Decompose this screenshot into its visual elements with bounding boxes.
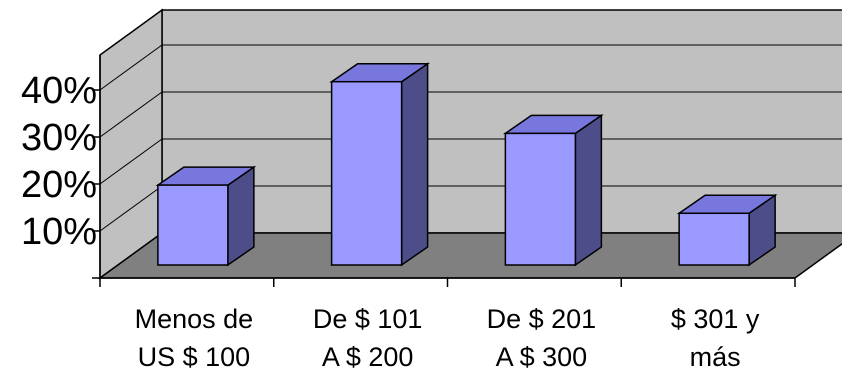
gridline-side-1: [99, 138, 163, 185]
gridline-side-2: [99, 91, 163, 138]
y-tick-label-3: 40%: [21, 70, 97, 112]
x-category-labels: Menos de US $ 100 De $ 101 A $ 200 De $ 201 A…: [135, 304, 760, 372]
bar-front-0: [157, 184, 229, 266]
bar-front-3: [678, 212, 750, 266]
x-category-label-1-0: De $ 101: [313, 304, 423, 334]
bar-2: [502, 113, 604, 267]
y-tick-label-1: 20%: [21, 164, 97, 206]
y-tick-label-2: 30%: [21, 117, 97, 159]
x-category-label-0-0: Menos de: [135, 304, 254, 334]
bar-1: [329, 62, 431, 267]
x-category-label-0-1: US $ 100: [138, 342, 251, 372]
x-category-label-2-0: De $ 201: [487, 304, 597, 334]
bars: [155, 62, 778, 267]
side-wall: [99, 8, 163, 280]
gridline-side-3: [99, 44, 163, 91]
gridline-side-0: [99, 185, 163, 232]
bar-front-1: [330, 80, 403, 266]
y-tick-label-0: 10%: [21, 211, 97, 253]
x-category-label-2-1: A $ 300: [496, 342, 588, 372]
bar-side-1: [400, 62, 429, 267]
bar-side-2: [574, 113, 603, 267]
x-category-label-1-1: A $ 200: [322, 342, 414, 372]
bar-front-2: [504, 132, 577, 266]
bar-3: [676, 193, 778, 267]
bar-0: [155, 165, 257, 267]
x-category-label-3-0: $ 301 y: [671, 304, 760, 334]
x-category-label-3-1: más: [690, 342, 741, 372]
axes: [92, 55, 796, 287]
y-tick-labels: 10% 20% 30% 40%: [21, 70, 97, 253]
